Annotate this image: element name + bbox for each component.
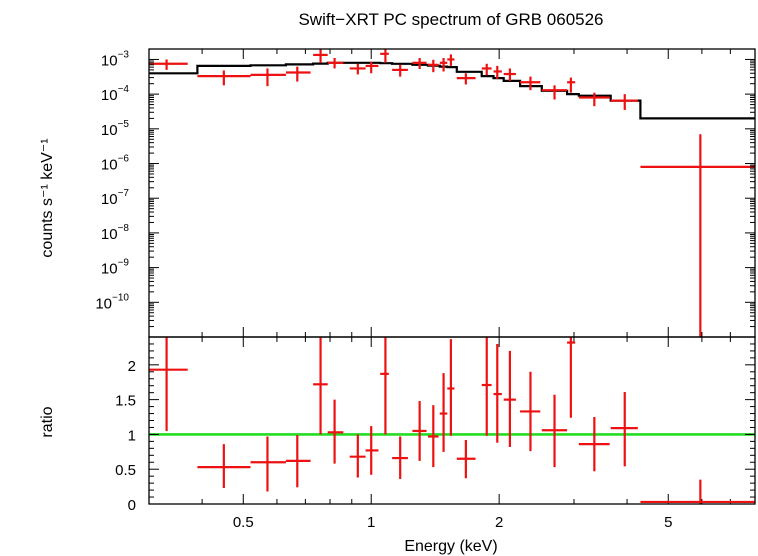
ratio-data-point	[541, 394, 568, 468]
ratio-data-point	[313, 337, 328, 435]
spectrum-data-point	[567, 77, 576, 93]
spectrum-data-point	[610, 94, 638, 110]
y-tick-label-base: 10	[101, 122, 118, 139]
y-tick-label-exponent: −5	[118, 119, 130, 130]
x-tick-label: 5	[664, 514, 672, 531]
y-tick-label: 10−5	[101, 119, 130, 139]
ratio-data-point	[481, 337, 492, 436]
ratio-data-point	[250, 436, 286, 492]
spectrum-data-point	[197, 70, 251, 86]
y-tick-label-exponent: −8	[118, 223, 130, 234]
y-tick-label: 2	[128, 358, 136, 375]
spectrum-data-point	[640, 134, 755, 337]
ratio-data-point	[640, 479, 755, 504]
top-y-axis-label: counts s⁻¹ keV⁻¹	[39, 138, 56, 257]
y-tick-label-exponent: −4	[118, 84, 130, 95]
y-tick-label-base: 10	[101, 226, 118, 243]
spectrum-data-point	[149, 59, 188, 70]
spectrum-plot-frame	[148, 48, 756, 338]
spectrum-data-point	[456, 73, 476, 85]
spectrum-data-point	[447, 54, 455, 66]
spectrum-data-point	[481, 63, 492, 76]
spectrum-panel: 10−310−410−510−610−710−810−910−10	[95, 48, 756, 338]
y-tick-label-base: 10	[101, 52, 118, 69]
model-step-line	[149, 61, 755, 120]
y-tick-label: 1	[128, 427, 136, 444]
ratio-data-point	[503, 350, 516, 447]
spectrum-data-point	[380, 49, 389, 63]
y-tick-label-exponent: −10	[112, 292, 129, 303]
spectrum-data-point	[520, 76, 541, 91]
y-tick-label: 10−6	[101, 154, 130, 174]
ratio-data-point	[610, 391, 638, 467]
x-tick-label: 0.5	[233, 514, 254, 531]
ratio-plot-frame	[148, 336, 756, 505]
y-tick-label-base: 10	[101, 157, 118, 174]
ratio-data-point	[365, 426, 379, 475]
spectrum-data-point	[412, 58, 427, 70]
spectrum-data-point	[493, 65, 502, 80]
y-tick-label-exponent: −7	[118, 188, 130, 199]
y-tick-label: 10−7	[101, 188, 130, 208]
ratio-data-point	[327, 399, 344, 464]
ratio-data-point	[567, 337, 576, 418]
spectrum-data-point	[349, 63, 366, 75]
x-tick-label: 2	[495, 514, 503, 531]
y-tick-label-exponent: −9	[118, 258, 130, 269]
spectrum-data-point	[439, 58, 448, 72]
y-tick-label-base: 10	[101, 87, 118, 104]
chart-title: Swift−XRT PC spectrum of GRB 060526	[298, 10, 603, 29]
ratio-data-point	[493, 343, 502, 443]
spectrum-data-point	[250, 68, 286, 87]
y-tick-label: 0.5	[115, 462, 136, 479]
ratio-data-point	[578, 417, 610, 472]
ratio-data-point	[412, 401, 427, 461]
ratio-data-point	[447, 339, 455, 436]
spectrum-data-point	[503, 68, 516, 81]
spectrum-data-point	[578, 92, 610, 107]
spectrum-data-point	[541, 85, 568, 100]
y-tick-label-base: 10	[101, 261, 118, 278]
ratio-data-point	[380, 337, 389, 435]
spectrum-data-point	[327, 58, 344, 69]
y-tick-label-exponent: −3	[118, 49, 130, 60]
y-tick-label-exponent: −6	[118, 154, 130, 165]
y-tick-label: 1.5	[115, 393, 136, 410]
y-tick-label: 10−8	[101, 223, 130, 243]
spectrum-data-point	[392, 64, 408, 77]
y-tick-label: 10−10	[95, 292, 129, 312]
ratio-data-point	[285, 435, 311, 488]
spectrum-data-point	[313, 49, 328, 63]
y-tick-label: 10−4	[101, 84, 130, 104]
y-tick-label-base: 10	[95, 295, 112, 312]
ratio-panel: 0.5 1 2 5 0 0.5 1 1.5 2	[115, 336, 756, 531]
ratio-data-point	[520, 371, 541, 452]
spectrum-data-point	[427, 59, 439, 73]
spectrum-data-point	[365, 61, 379, 74]
spectrum-data-point	[285, 66, 311, 82]
x-axis-label: Energy (keV)	[404, 538, 497, 555]
ratio-data-point	[456, 439, 476, 479]
ratio-data-point	[439, 373, 448, 452]
y-tick-label: 10−9	[101, 258, 130, 278]
x-tick-label: 1	[367, 514, 375, 531]
y-tick-label: 0	[128, 497, 136, 514]
bottom-y-axis-label: ratio	[39, 406, 56, 437]
y-tick-label: 10−3	[101, 49, 130, 69]
ratio-data-point	[349, 434, 366, 478]
ratio-data-point	[149, 337, 188, 431]
ratio-data-point	[427, 405, 439, 468]
ratio-data-point	[392, 436, 408, 479]
y-tick-label-base: 10	[101, 191, 118, 208]
ratio-data-point	[197, 444, 251, 488]
